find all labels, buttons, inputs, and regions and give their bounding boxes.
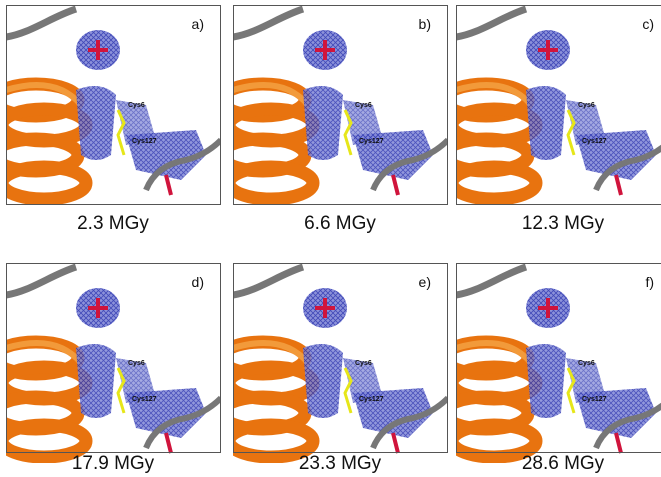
dose-label: 2.3 MGy	[77, 213, 149, 234]
panel-image: Cys6 Cys127 e)	[221, 263, 448, 457]
dose-label: 28.6 MGy	[522, 453, 605, 474]
dose-label: 12.3 MGy	[522, 213, 605, 234]
density	[526, 86, 566, 160]
panel-image: Cys6 Cys127 a)	[0, 5, 221, 205]
panel-letter: b)	[419, 16, 431, 32]
density	[76, 344, 116, 418]
density	[526, 344, 566, 418]
residue-label: Cys127	[132, 396, 157, 403]
residue-label: Cys127	[582, 396, 607, 403]
panel: Cys6 Cys127 f)	[444, 263, 661, 457]
panel-letter: a)	[192, 16, 204, 32]
residue-label: Cys127	[132, 138, 157, 145]
residue-label: Cys6	[355, 360, 372, 367]
panel-image: Cys6 Cys127 f)	[444, 263, 661, 457]
residue-label: Cys127	[359, 138, 384, 145]
residue-label: Cys127	[359, 396, 384, 403]
panel-image: Cys6 Cys127 b)	[221, 5, 448, 205]
residue-label: Cys6	[578, 360, 595, 367]
panel: Cys6 Cys127 b)	[221, 5, 448, 205]
residue-label: Cys6	[128, 360, 145, 367]
panel: Cys6 Cys127 d)	[0, 263, 221, 457]
figure: Cys6 Cys127 a) 2.3 MGy Cys6 Cys127 b) 6.6 MGy Cy…	[0, 0, 661, 477]
panel: Cys6 Cys127 c)	[444, 5, 661, 205]
residue-label: Cys6	[578, 102, 595, 109]
panel-letter: e)	[419, 274, 431, 290]
panel-letter: c)	[642, 16, 654, 32]
panel-letter: f)	[645, 274, 654, 290]
dose-label: 23.3 MGy	[299, 453, 382, 474]
panel-image: Cys6 Cys127 c)	[444, 5, 661, 205]
panel: Cys6 Cys127 e)	[221, 263, 448, 457]
density	[76, 86, 116, 160]
residue-label: Cys127	[582, 138, 607, 145]
panel: Cys6 Cys127 a)	[0, 5, 221, 205]
dose-label: 17.9 MGy	[72, 453, 155, 474]
residue-label: Cys6	[355, 102, 372, 109]
dose-label: 6.6 MGy	[304, 213, 376, 234]
density	[303, 86, 343, 160]
residue-label: Cys6	[128, 102, 145, 109]
panel-letter: d)	[192, 274, 204, 290]
panel-image: Cys6 Cys127 d)	[0, 263, 221, 457]
density	[303, 344, 343, 418]
